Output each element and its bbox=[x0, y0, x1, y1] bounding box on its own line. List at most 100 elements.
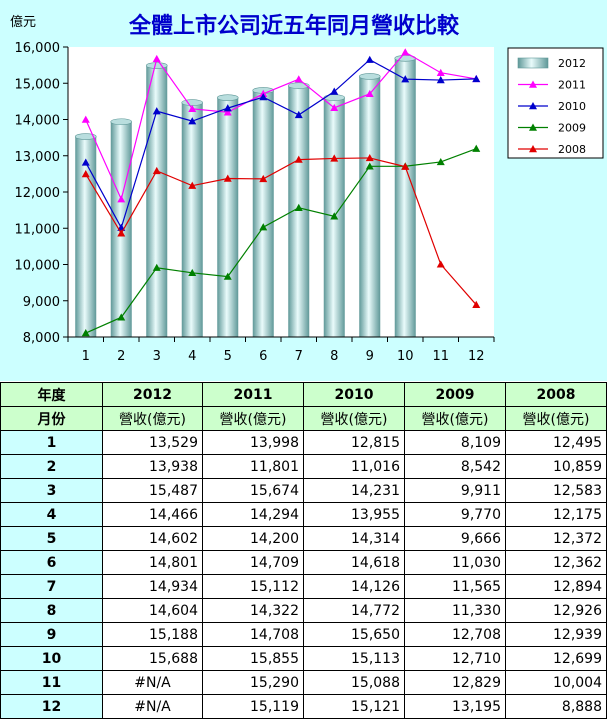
series-line bbox=[85, 148, 477, 334]
y-tick-label: 13,000 bbox=[15, 150, 61, 165]
x-tick-label: 7 bbox=[295, 349, 303, 364]
line-point bbox=[223, 108, 232, 116]
value-cell: 13,955 bbox=[303, 502, 405, 527]
bar bbox=[181, 102, 203, 337]
y-tick-label: 9,000 bbox=[23, 295, 60, 310]
bar bbox=[252, 90, 274, 338]
x-tick-label: 3 bbox=[153, 349, 161, 364]
series-line bbox=[85, 58, 477, 230]
unit-header: 營收(億元) bbox=[404, 406, 506, 431]
value-cell: 12,372 bbox=[505, 526, 607, 551]
value-cell: 14,126 bbox=[303, 574, 405, 599]
value-cell: 15,650 bbox=[303, 622, 405, 647]
value-cell: 14,772 bbox=[303, 598, 405, 623]
unit-header: 營收(億元) bbox=[303, 406, 405, 431]
table-row: 11 #N/A 15,290 15,088 12,829 10,004 bbox=[0, 670, 607, 695]
chart-svg: 全體上市公司近五年同月營收比較 億元 8,000 9,000 10,000 11,00… bbox=[10, 13, 604, 364]
line-point bbox=[436, 260, 445, 268]
line-point bbox=[401, 162, 410, 170]
value-cell: 11,330 bbox=[404, 598, 506, 623]
value-cell: 14,466 bbox=[102, 502, 203, 527]
value-cell: 13,938 bbox=[102, 454, 203, 479]
value-cell: 13,998 bbox=[202, 430, 304, 455]
line-point bbox=[152, 166, 161, 175]
x-tick-label: 10 bbox=[397, 349, 414, 364]
line-point bbox=[472, 74, 481, 83]
line-point bbox=[436, 76, 445, 84]
unit-header: 營收(億元) bbox=[202, 406, 304, 431]
month-cell: 11 bbox=[0, 670, 103, 695]
value-cell: 15,121 bbox=[303, 694, 405, 719]
value-cell: 15,188 bbox=[102, 622, 203, 647]
value-cell: 14,200 bbox=[202, 526, 304, 551]
value-cell: 14,708 bbox=[202, 622, 304, 647]
line-point bbox=[223, 104, 232, 112]
value-cell: 15,112 bbox=[202, 574, 304, 599]
line-point bbox=[365, 55, 374, 63]
table-row: 6 14,801 14,709 14,618 11,030 12,362 bbox=[0, 550, 607, 575]
x-tick-label: 8 bbox=[330, 349, 338, 364]
legend-label: 2010 bbox=[558, 100, 586, 113]
table-row: 4 14,466 14,294 13,955 9,770 12,175 bbox=[0, 502, 607, 527]
line-point bbox=[81, 158, 90, 166]
value-cell: 11,801 bbox=[202, 454, 304, 479]
year-header-label: 年度 bbox=[0, 382, 103, 407]
y-tick-label: 14,000 bbox=[15, 114, 61, 129]
value-cell: 10,004 bbox=[505, 670, 607, 695]
line-point bbox=[472, 300, 481, 309]
y-tick-label: 12,000 bbox=[15, 186, 61, 201]
legend-swatch-marker bbox=[529, 80, 537, 88]
value-cell: 11,016 bbox=[303, 454, 405, 479]
value-cell: 15,688 bbox=[102, 646, 203, 671]
bar-top bbox=[216, 94, 239, 101]
x-tick-label: 4 bbox=[188, 349, 196, 364]
value-cell: 12,583 bbox=[505, 478, 607, 503]
value-cell: 12,926 bbox=[505, 598, 607, 623]
table-row: 1 13,529 13,998 12,815 8,109 12,495 bbox=[0, 430, 607, 455]
value-cell: 12,495 bbox=[505, 430, 607, 455]
value-cell: 14,294 bbox=[202, 502, 304, 527]
line-point bbox=[401, 75, 410, 83]
value-cell: 15,855 bbox=[202, 646, 304, 671]
month-cell: 10 bbox=[0, 646, 103, 671]
legend-swatch bbox=[517, 57, 549, 69]
y-tick-label: 16,000 bbox=[15, 41, 61, 56]
series-line bbox=[85, 157, 477, 306]
plot-area bbox=[68, 47, 494, 337]
bar bbox=[146, 65, 168, 337]
table-row: 3 15,487 15,674 14,231 9,911 12,583 bbox=[0, 478, 607, 503]
month-cell: 7 bbox=[0, 574, 103, 599]
line-point bbox=[365, 153, 374, 162]
value-cell: 14,231 bbox=[303, 478, 405, 503]
line-point bbox=[152, 107, 161, 115]
year-header: 2012 bbox=[102, 382, 203, 407]
line-point bbox=[436, 157, 445, 166]
value-cell: 12,708 bbox=[404, 622, 506, 647]
line-point bbox=[259, 223, 268, 231]
table-subheader-row: 月份 營收(億元) 營收(億元) 營收(億元) 營收(億元) 營收(億元) bbox=[0, 406, 607, 431]
legend-swatch-marker bbox=[529, 123, 537, 131]
table-row: 10 15,688 15,855 15,113 12,710 12,699 bbox=[0, 646, 607, 671]
y-axis-label: 億元 bbox=[10, 14, 36, 30]
line-point bbox=[294, 75, 303, 83]
chart-title: 全體上市公司近五年同月營收比較 bbox=[128, 13, 460, 39]
table-row: 9 15,188 14,708 15,650 12,708 12,939 bbox=[0, 622, 607, 647]
value-cell: 14,801 bbox=[102, 550, 203, 575]
year-header: 2011 bbox=[202, 382, 304, 407]
y-tick-label: 15,000 bbox=[15, 77, 61, 92]
line-point bbox=[259, 93, 268, 101]
table-row: 7 14,934 15,112 14,126 11,565 12,894 bbox=[0, 574, 607, 599]
value-cell: 15,119 bbox=[202, 694, 304, 719]
month-cell: 1 bbox=[0, 430, 103, 455]
value-cell: 8,542 bbox=[404, 454, 506, 479]
line-point bbox=[223, 272, 232, 280]
legend-swatch-marker bbox=[529, 145, 537, 153]
value-cell: 9,770 bbox=[404, 502, 506, 527]
table-row: 12 #N/A 15,119 15,121 13,195 8,888 bbox=[0, 694, 607, 719]
value-cell: 13,529 bbox=[102, 430, 203, 455]
unit-header: 營收(億元) bbox=[102, 406, 203, 431]
x-tick-label: 2 bbox=[117, 349, 125, 364]
bar-top bbox=[145, 62, 168, 69]
value-cell: 15,088 bbox=[303, 670, 405, 695]
value-cell: 11,565 bbox=[404, 574, 506, 599]
